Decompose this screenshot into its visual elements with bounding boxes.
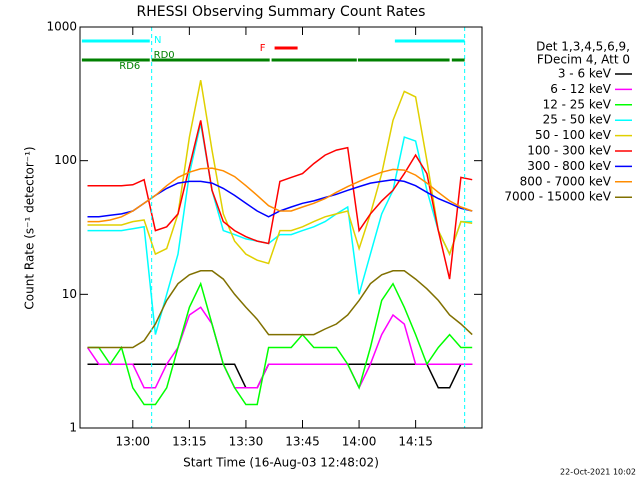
legend-header: FDecim 4, Att 0 xyxy=(537,53,630,67)
legend-label: 12 - 25 keV xyxy=(543,97,612,111)
legend-label: 6 - 12 keV xyxy=(550,82,612,96)
plot-area xyxy=(81,27,473,428)
y-axis-label: Count Rate (s⁻¹ detector⁻¹) xyxy=(23,146,37,309)
legend-label: 7000 - 15000 keV xyxy=(504,190,611,204)
x-tick-label: 14:15 xyxy=(398,435,433,449)
x-tick-label: 13:30 xyxy=(229,435,264,449)
legend-label: 100 - 300 keV xyxy=(527,144,611,158)
series-line xyxy=(87,281,473,406)
legend-label: 3 - 6 keV xyxy=(558,67,612,81)
y-tick-label: 10 xyxy=(62,287,77,301)
series-line xyxy=(87,80,473,265)
y-tick-label: 100 xyxy=(54,153,77,167)
y-tick-label: 1000 xyxy=(46,20,77,34)
flag-label: F xyxy=(260,43,266,54)
series-line xyxy=(87,123,473,335)
legend-label: 50 - 100 keV xyxy=(535,128,612,142)
series-line xyxy=(87,120,473,280)
legend-label: 800 - 7000 keV xyxy=(520,174,612,188)
flag-label: N xyxy=(154,35,161,46)
x-tick-label: 13:45 xyxy=(285,435,320,449)
timestamp: 22-Oct-2021 10:02 xyxy=(560,468,636,477)
x-tick-label: 13:15 xyxy=(172,435,207,449)
x-tick-label: 14:00 xyxy=(342,435,377,449)
flag-label: RD6 xyxy=(119,61,140,72)
legend-label: 25 - 50 keV xyxy=(543,113,612,127)
chart-title: RHESSI Observing Summary Count Rates xyxy=(137,4,426,20)
x-axis-label: Start Time (16-Aug-03 12:48:02) xyxy=(183,456,379,470)
plot-frame xyxy=(79,26,483,429)
flag-label: RD0 xyxy=(154,50,175,61)
legend-label: 300 - 800 keV xyxy=(527,159,611,173)
x-tick-label: 13:00 xyxy=(115,435,150,449)
y-tick-label: 1 xyxy=(69,421,77,435)
legend-header: Det 1,3,4,5,6,9, xyxy=(536,40,630,54)
